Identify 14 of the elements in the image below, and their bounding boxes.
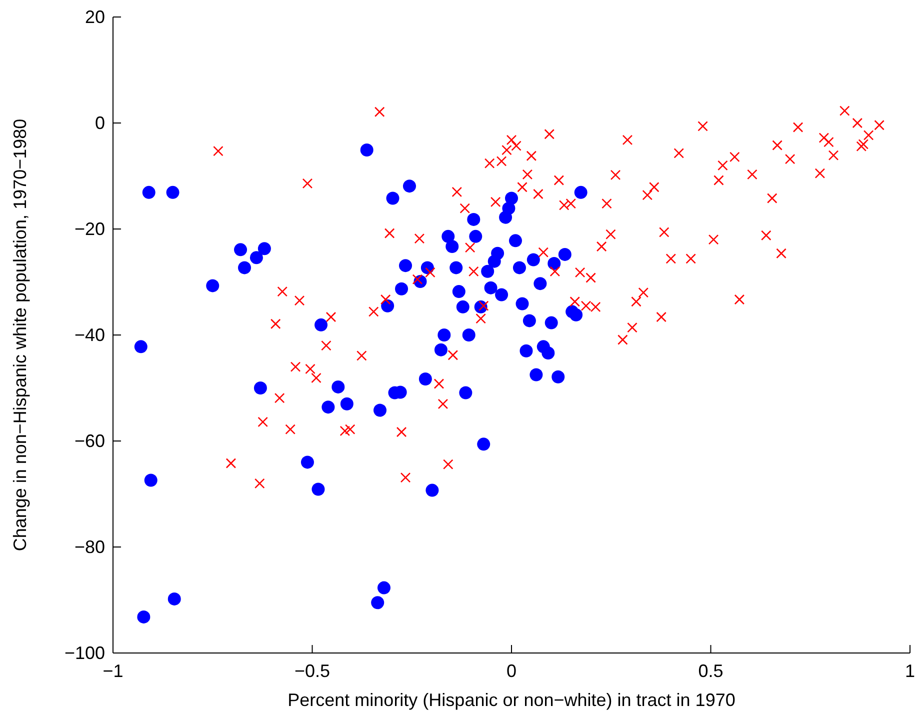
x-tick-label: 0.5	[698, 661, 724, 681]
x-tick-label: 0	[506, 661, 517, 681]
x-tick-label: 1	[904, 661, 916, 681]
x-tick-label: −1	[102, 661, 124, 681]
y-tick-label: −20	[74, 219, 105, 239]
y-tick-label: −100	[64, 643, 105, 663]
y-tick-label: −40	[74, 325, 105, 345]
y-axis-title: Change in non−Hispanic white population, 1970−1980	[10, 118, 30, 552]
x-axis-title: Percent minority (Hispanic or non−white) in tract in 1970	[288, 690, 736, 710]
y-tick-label: 0	[94, 113, 105, 133]
x-tick-label: −0.5	[294, 661, 330, 681]
y-tick-label: −80	[74, 537, 105, 557]
y-tick-label: −60	[74, 431, 105, 451]
y-tick-label: 20	[84, 7, 105, 27]
